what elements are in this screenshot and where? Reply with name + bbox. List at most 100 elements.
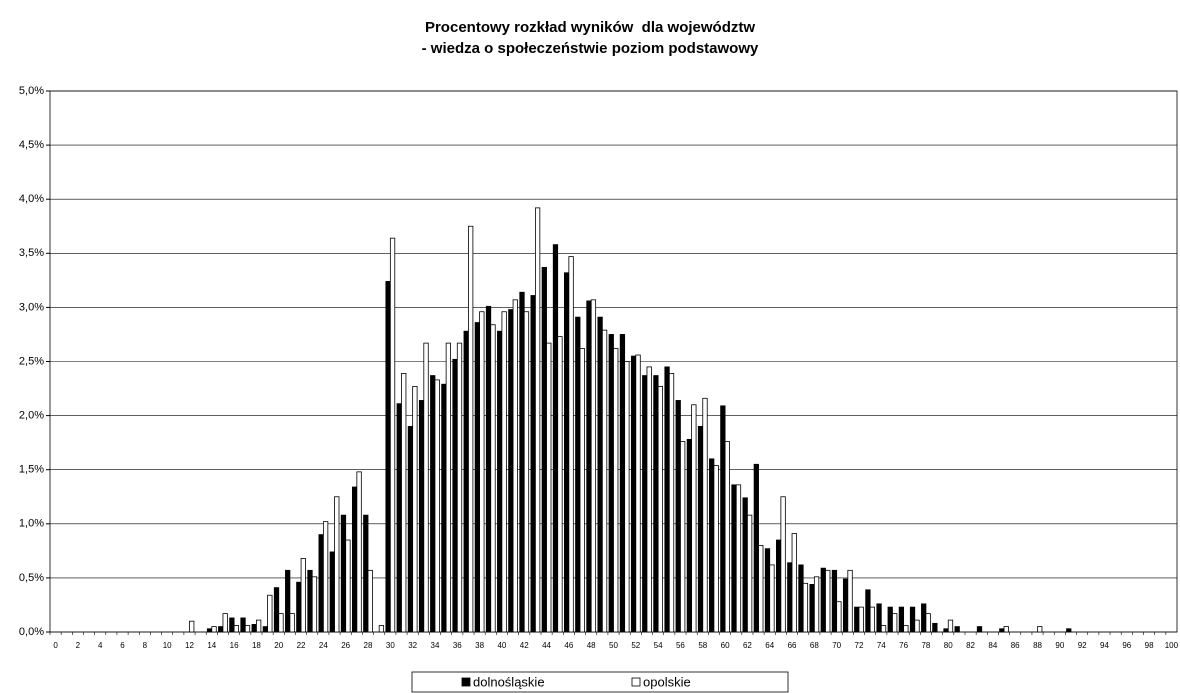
bar (519, 291, 525, 633)
bar (575, 316, 581, 633)
legend-swatch (461, 677, 471, 687)
bar (657, 385, 663, 633)
bar (646, 366, 652, 633)
bar (798, 564, 804, 633)
bar (776, 539, 782, 633)
bar (608, 334, 614, 633)
y-tick-label: 2,0% (19, 410, 44, 422)
x-tick-label: 32 (408, 641, 417, 650)
bar (329, 551, 335, 633)
bar (222, 613, 228, 633)
bar (1003, 626, 1009, 633)
bar (720, 405, 726, 633)
bar (307, 569, 313, 633)
x-tick-label: 12 (185, 641, 194, 650)
bar (943, 628, 949, 633)
y-tick-label: 5,0% (19, 85, 44, 97)
x-tick-label: 76 (899, 641, 908, 650)
bar (619, 334, 626, 633)
bar (568, 256, 574, 633)
bar (456, 342, 463, 633)
x-tick-label: 50 (609, 641, 618, 650)
bar (345, 539, 351, 633)
x-tick-label: 86 (1011, 641, 1020, 650)
x-tick-label: 60 (721, 641, 730, 650)
chart-title: Procentowy rozkład wyników dla województ… (425, 19, 755, 36)
bar (445, 342, 451, 633)
x-tick-label: 82 (966, 641, 975, 650)
bar (842, 578, 849, 633)
bar (921, 603, 927, 633)
bar (825, 569, 831, 633)
bar (735, 484, 742, 633)
bar (675, 400, 681, 633)
bar (240, 617, 246, 633)
bar (664, 366, 670, 633)
x-tick-label: 90 (1055, 641, 1064, 650)
bar (530, 295, 536, 633)
x-tick-label: 40 (497, 641, 506, 650)
legend-label: dolnośląskie (473, 674, 545, 689)
y-tick-label: 3,5% (19, 247, 44, 259)
bar (847, 569, 853, 633)
bar (813, 576, 820, 633)
bar (378, 625, 385, 633)
bar (1037, 626, 1043, 633)
bar (479, 311, 485, 633)
x-tick-label: 64 (765, 641, 774, 650)
bar (954, 626, 960, 633)
bar (898, 606, 905, 633)
x-tick-label: 70 (832, 641, 841, 650)
bar (285, 569, 291, 633)
bar (780, 496, 786, 633)
y-tick-label: 3,0% (19, 301, 44, 313)
x-tick-label: 74 (877, 641, 886, 650)
bar (925, 613, 931, 633)
legend-box (411, 671, 789, 693)
bar (485, 305, 492, 633)
x-tick-label: 18 (252, 641, 261, 650)
x-tick-label: 48 (587, 641, 596, 650)
bar (836, 601, 842, 633)
y-tick-label: 1,5% (19, 464, 44, 476)
bar (334, 496, 340, 633)
bar (802, 582, 809, 633)
x-tick-label: 0 (53, 641, 58, 650)
bar (430, 375, 436, 633)
bar (892, 613, 898, 633)
bar (363, 514, 369, 633)
bar (385, 281, 391, 633)
bar (501, 311, 507, 633)
bar (858, 606, 864, 633)
bar (713, 464, 719, 633)
bar (764, 548, 771, 633)
bar (586, 300, 592, 633)
bar (244, 625, 251, 633)
x-tick-label: 78 (921, 641, 930, 650)
y-tick-label: 4,0% (19, 193, 44, 205)
bar (579, 348, 585, 633)
bar (557, 336, 563, 633)
bar (914, 619, 920, 633)
bar (289, 613, 295, 633)
y-tick-label: 0,5% (19, 572, 44, 584)
bar (423, 342, 429, 633)
x-tick-label: 8 (143, 641, 148, 650)
x-tick-label: 30 (386, 641, 395, 650)
bar (769, 564, 775, 633)
bar (256, 619, 262, 633)
x-tick-label: 14 (207, 641, 216, 650)
bar (747, 514, 753, 633)
bar (233, 625, 239, 633)
x-tick-label: 22 (297, 641, 306, 650)
x-tick-label: 98 (1145, 641, 1154, 650)
bar (523, 311, 530, 633)
bar (351, 486, 358, 633)
x-tick-label: 42 (520, 641, 529, 650)
bar (865, 589, 871, 633)
bar (880, 625, 887, 633)
bar (697, 426, 704, 633)
x-tick-label: 16 (230, 641, 239, 650)
bar (389, 237, 396, 633)
bar (296, 581, 302, 633)
